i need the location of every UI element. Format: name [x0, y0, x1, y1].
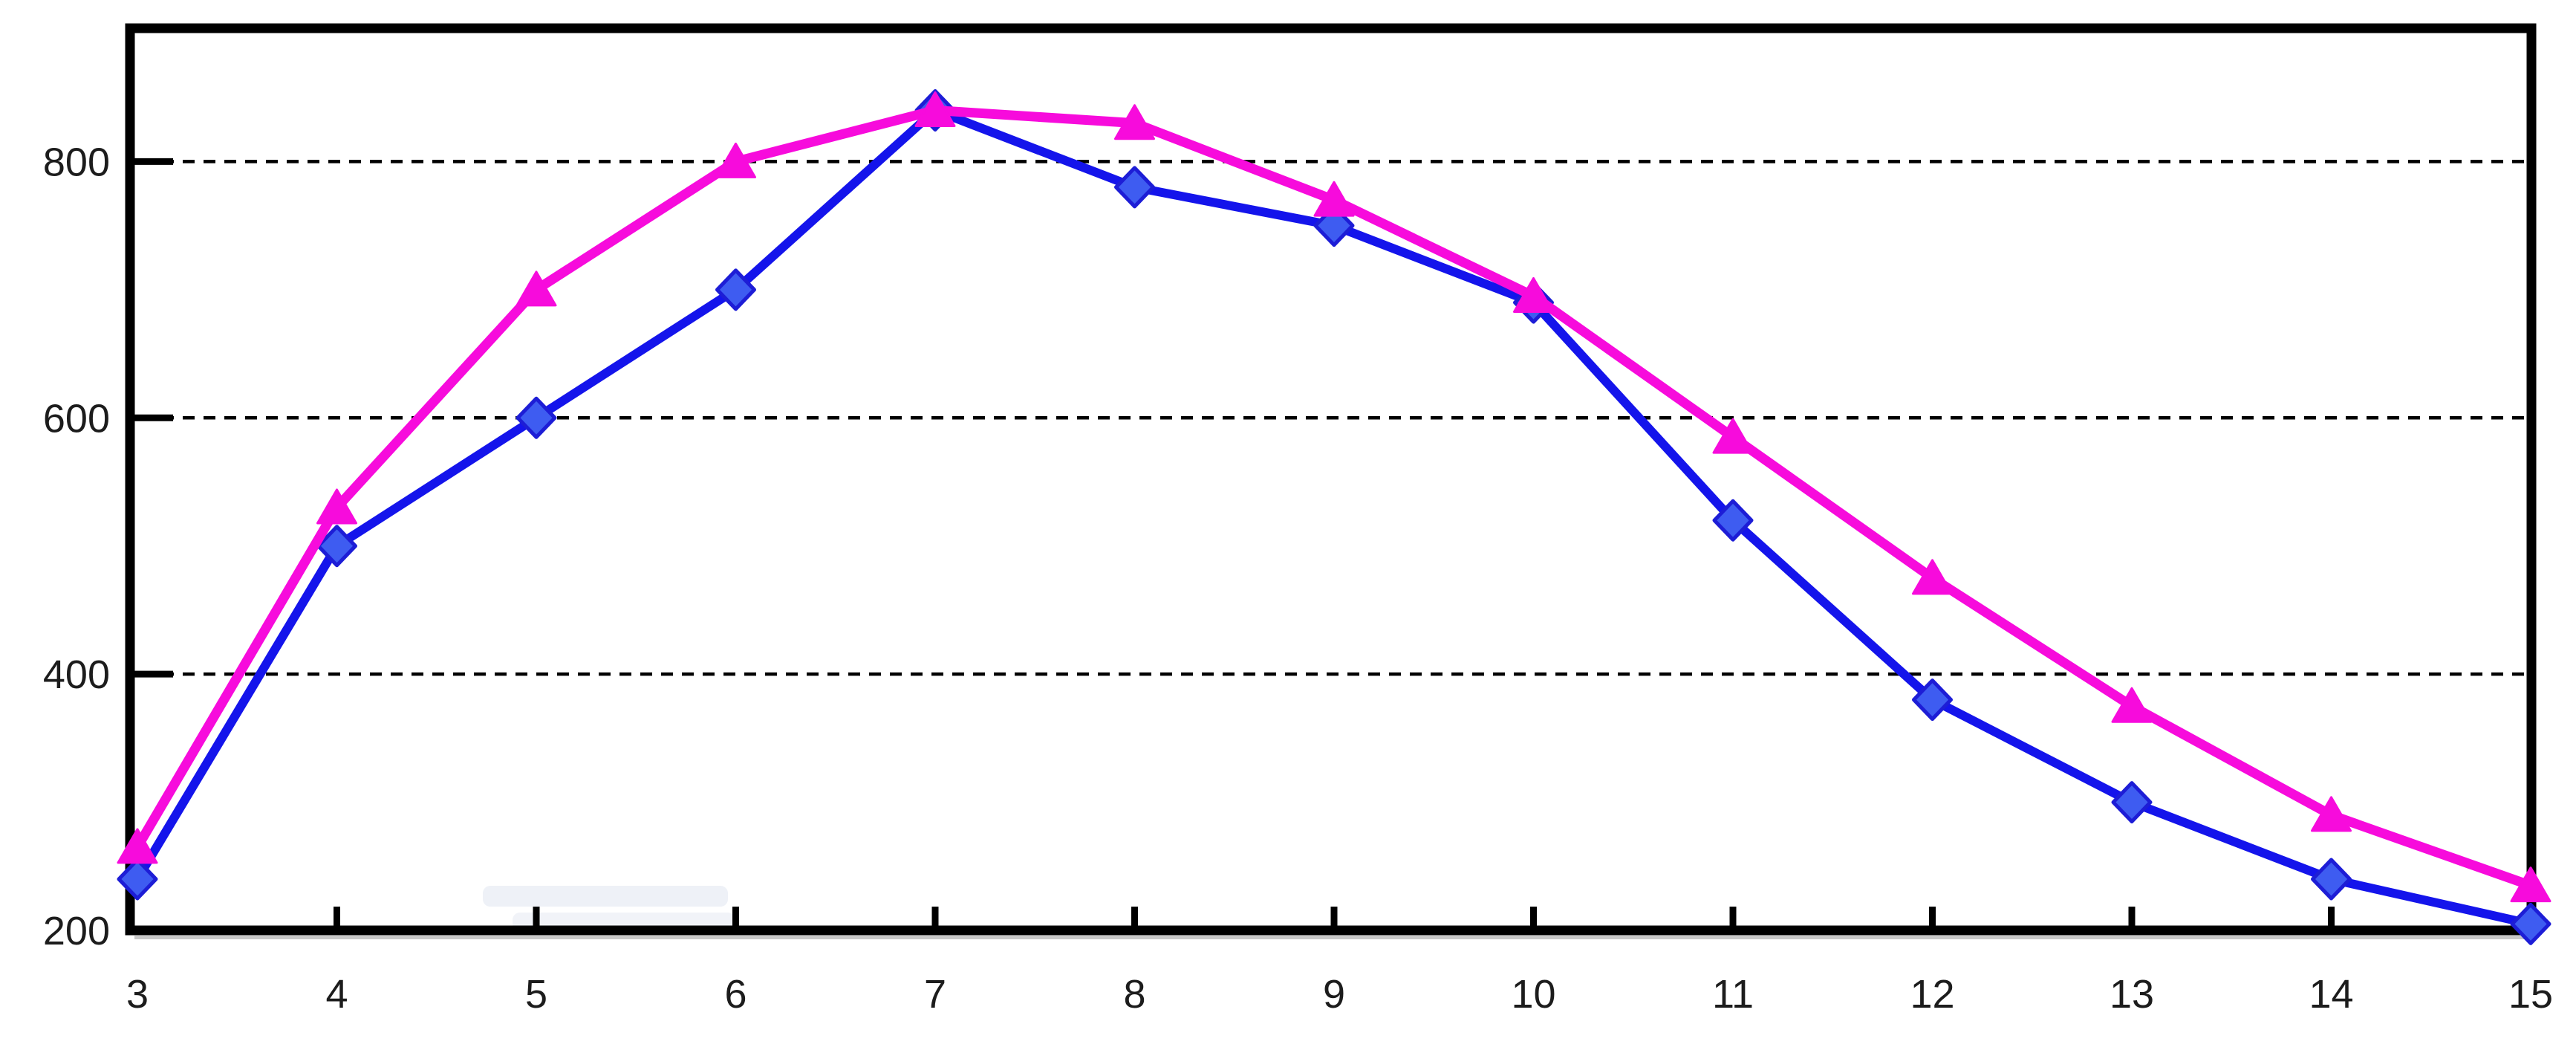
plot-frame: [125, 23, 2537, 936]
blue-diamond-series-marker-x13: [2111, 781, 2153, 824]
y-tick-label-400: 400: [43, 652, 110, 697]
magenta-triangle-series-marker-x9: [1313, 181, 1355, 217]
magenta-triangle-series-marker-x5: [515, 270, 557, 307]
x-tick-label-11: 11: [1712, 972, 1754, 1017]
y-tick-label-200: 200: [43, 909, 110, 953]
magenta-triangle-series-marker-x8: [1114, 104, 1155, 140]
blue-diamond-series-marker-x11: [1712, 499, 1754, 542]
blue-diamond-series-marker-x4: [316, 525, 357, 568]
magenta-triangle-series-marker-x7: [914, 91, 956, 127]
x-tick-label-9: 9: [1323, 972, 1345, 1017]
blue-diamond-series-marker-x3: [117, 858, 158, 901]
magenta-triangle-series-marker-x12: [1912, 559, 1953, 595]
blue-diamond-series-marker-x8: [1114, 166, 1155, 209]
x-tick-label-7: 7: [924, 972, 946, 1017]
x-tick-label-6: 6: [724, 972, 747, 1017]
magenta-triangle-series-marker-x6: [715, 142, 756, 178]
axis-shadow-line: [134, 936, 2536, 939]
magenta-triangle-series-marker-x4: [316, 488, 357, 525]
faint-watermark-smudge: [483, 886, 728, 907]
magenta-triangle-series-marker-x14: [2311, 796, 2352, 832]
x-tick-label-8: 8: [1123, 972, 1145, 1017]
magenta-triangle-series-marker-x15: [2510, 866, 2551, 903]
magenta-triangle-series-marker-x13: [2111, 687, 2153, 723]
x-tick-label-4: 4: [325, 972, 348, 1017]
x-tick-label-10: 10: [1511, 972, 1555, 1017]
x-tick-label-13: 13: [2110, 972, 2154, 1017]
magenta-triangle-series-marker-x3: [117, 828, 158, 864]
blue-diamond-series-marker-x5: [515, 396, 557, 439]
blue-diamond-series-marker-x6: [715, 268, 756, 311]
blue-diamond-series-marker-x14: [2311, 858, 2352, 901]
magenta-triangle-series-marker-x11: [1712, 418, 1754, 454]
x-tick-label-15: 15: [2508, 972, 2553, 1017]
x-tick-label-5: 5: [525, 972, 547, 1017]
magenta-triangle-series-marker-x10: [1513, 276, 1554, 313]
x-tick-label-14: 14: [2309, 972, 2353, 1017]
y-tick-label-800: 800: [43, 140, 110, 184]
blue-diamond-series-marker-x12: [1912, 678, 1953, 722]
y-tick-label-600: 600: [43, 396, 110, 441]
blue-diamond-series-marker-x15: [2510, 902, 2551, 945]
x-tick-label-12: 12: [1910, 972, 1954, 1017]
x-tick-label-3: 3: [126, 972, 149, 1017]
